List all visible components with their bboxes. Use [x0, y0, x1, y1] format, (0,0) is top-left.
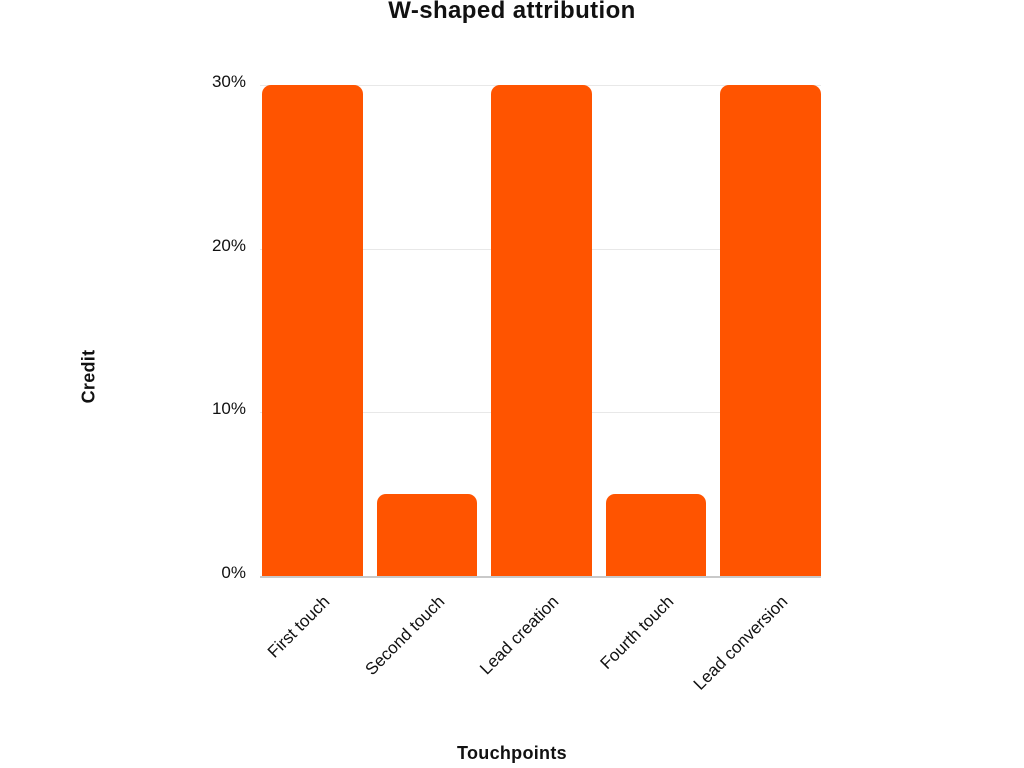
bar-second-touch: [376, 494, 477, 576]
bar-fourth-touch: [605, 494, 706, 576]
y-tick-label-20pct: 20%: [211, 235, 246, 255]
y-tick-label-0pct: 0%: [221, 563, 246, 582]
x-axis-line: [260, 576, 821, 578]
y-tick-label-10pct: 10%: [211, 399, 246, 419]
plot-area: [260, 85, 821, 578]
chart-title: W-shaped attribution: [388, 0, 636, 24]
y-tick-label-30pct: 30%: [211, 72, 246, 91]
x-axis-title: Touchpoints: [457, 743, 567, 763]
y-axis-title: Credit: [78, 349, 99, 404]
bar-lead-conversion: [720, 85, 821, 576]
bar-lead-creation: [491, 85, 592, 576]
bar-first-touch: [262, 85, 363, 576]
